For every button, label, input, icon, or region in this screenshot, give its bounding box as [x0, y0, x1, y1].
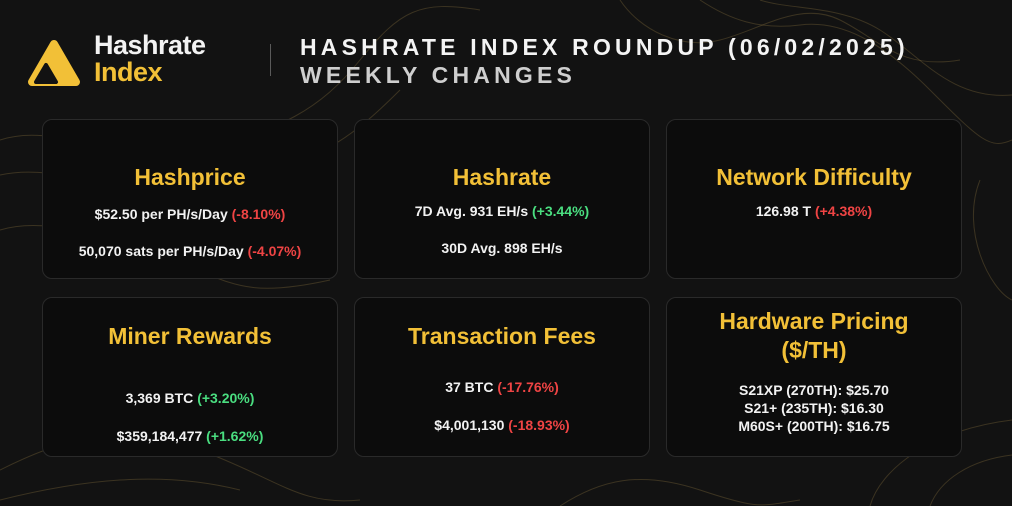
- fees-btc-value: 37 BTC: [445, 379, 494, 395]
- card-title-network-difficulty: Network Difficulty: [716, 164, 912, 190]
- hashrate-7d-change: (+3.44%): [532, 203, 590, 219]
- hashrate-30d-value: 30D Avg. 898 EH/s: [441, 240, 563, 256]
- card-hashrate: Hashrate 7D Avg. 931 EH/s (+3.44%) 30D A…: [354, 119, 650, 279]
- brand-logo-text: Hashrate Index: [94, 32, 206, 86]
- fees-btc-line: 37 BTC (-17.76%): [355, 378, 649, 396]
- hashprice-usd-value: $52.50 per PH/s/Day: [94, 206, 228, 222]
- rewards-btc-line: 3,369 BTC (+3.20%): [43, 389, 337, 407]
- difficulty-change: (+4.38%): [814, 203, 873, 219]
- hardware-price-item: M60S+ (200TH): $16.75: [738, 418, 890, 434]
- header-divider: [270, 44, 271, 76]
- card-hashprice: Hashprice $52.50 per PH/s/Day (-8.10%) 5…: [42, 119, 338, 279]
- rewards-usd-value: $359,184,477: [116, 428, 203, 444]
- card-network-difficulty: Network Difficulty 126.98 T (+4.38%): [666, 119, 962, 279]
- header: Hashrate Index HASHRATE INDEX ROUNDUP (0…: [0, 0, 1012, 110]
- rewards-usd-change: (+1.62%): [206, 428, 264, 444]
- difficulty-value: 126.98 T: [755, 203, 812, 219]
- hashrate-index-logo-icon: [28, 40, 80, 86]
- hashprice-sats-value: 50,070 sats per PH/s/Day: [78, 243, 244, 259]
- fees-usd-line: $4,001,130 (-18.93%): [355, 416, 649, 434]
- card-title-hashprice: Hashprice: [134, 164, 246, 190]
- hardware-price-item: S21XP (270TH): $25.70: [739, 382, 889, 398]
- hashrate-7d-line: 7D Avg. 931 EH/s (+3.44%): [355, 202, 649, 220]
- card-title-miner-rewards: Miner Rewards: [108, 323, 272, 349]
- card-title-hardware-pricing: Hardware Pricing: [719, 308, 909, 334]
- card-title-transaction-fees: Transaction Fees: [408, 323, 596, 349]
- hashprice-usd-change: (-8.10%): [231, 206, 286, 222]
- card-title-hardware-pricing-unit: ($/TH): [781, 337, 847, 363]
- rewards-usd-line: $359,184,477 (+1.62%): [43, 427, 337, 445]
- card-hardware-pricing: Hardware Pricing ($/TH) S21XP (270TH): $…: [666, 297, 962, 457]
- brand-name-line2: Index: [94, 57, 163, 87]
- brand-name-line1: Hashrate: [94, 30, 206, 60]
- rewards-btc-change: (+3.20%): [197, 390, 255, 406]
- page-title: HASHRATE INDEX ROUNDUP (06/02/2025): [300, 34, 909, 60]
- hashrate-7d-value: 7D Avg. 931 EH/s: [414, 203, 529, 219]
- card-title-hashrate: Hashrate: [452, 164, 552, 190]
- hashprice-sats-line: 50,070 sats per PH/s/Day (-4.07%): [43, 242, 337, 260]
- difficulty-line: 126.98 T (+4.38%): [667, 202, 961, 220]
- page-subtitle: WEEKLY CHANGES: [300, 62, 577, 88]
- card-transaction-fees: Transaction Fees 37 BTC (-17.76%) $4,001…: [354, 297, 650, 457]
- hashprice-sats-change: (-4.07%): [247, 243, 302, 259]
- hashrate-30d-line: 30D Avg. 898 EH/s: [355, 239, 649, 257]
- fees-usd-value: $4,001,130: [434, 417, 505, 433]
- hashprice-usd-line: $52.50 per PH/s/Day (-8.10%): [43, 205, 337, 223]
- fees-usd-change: (-18.93%): [508, 417, 570, 433]
- card-miner-rewards: Miner Rewards 3,369 BTC (+3.20%) $359,18…: [42, 297, 338, 457]
- header-title-block: HASHRATE INDEX ROUNDUP (06/02/2025) WEEK…: [300, 34, 909, 89]
- hardware-price-item: S21+ (235TH): $16.30: [744, 400, 884, 416]
- rewards-btc-value: 3,369 BTC: [125, 390, 194, 406]
- fees-btc-change: (-17.76%): [497, 379, 559, 395]
